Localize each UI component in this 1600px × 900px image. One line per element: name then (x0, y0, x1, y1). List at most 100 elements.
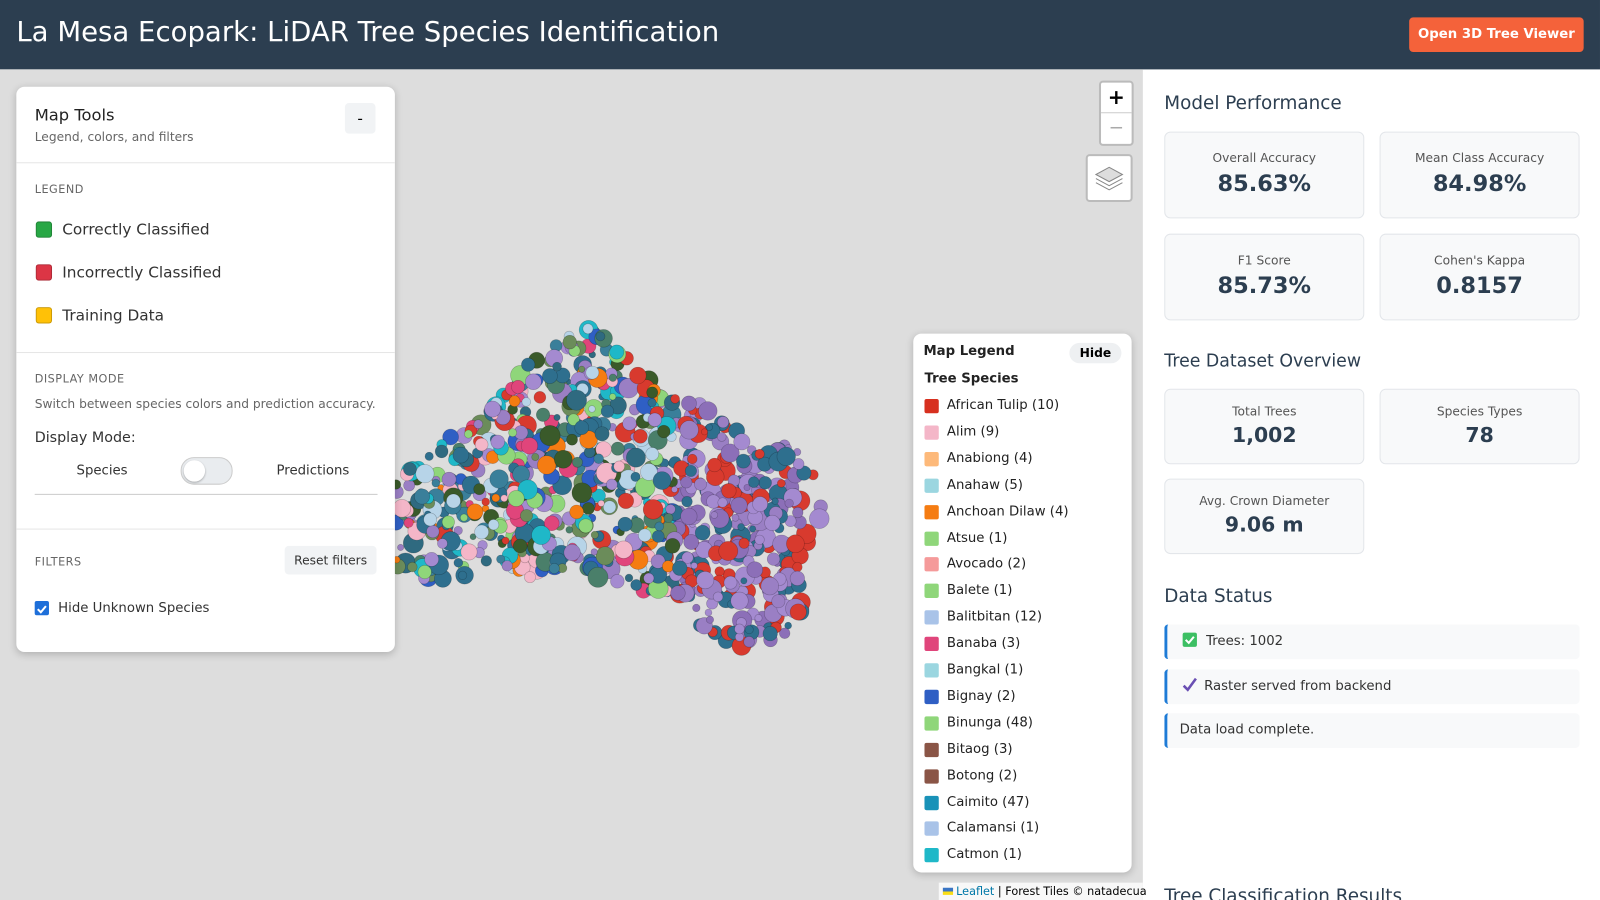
tree-crown[interactable] (760, 576, 779, 596)
tree-crown[interactable] (679, 420, 699, 440)
tree-crown[interactable] (746, 561, 764, 578)
tree-crown[interactable] (749, 525, 757, 533)
tree-crown[interactable] (600, 404, 615, 418)
attribution-link[interactable]: Leaflet (956, 884, 995, 898)
tree-crown[interactable] (474, 437, 489, 452)
tree-crown[interactable] (595, 546, 615, 566)
tree-crown[interactable] (597, 499, 605, 507)
tree-crown[interactable] (508, 428, 518, 438)
tree-crown[interactable] (500, 494, 508, 503)
tree-crown[interactable] (496, 554, 506, 564)
tree-crown[interactable] (716, 432, 727, 442)
tree-crown[interactable] (657, 424, 671, 439)
tree-crown[interactable] (521, 357, 536, 372)
tree-crown[interactable] (525, 373, 542, 390)
tree-crown[interactable] (777, 479, 786, 488)
tree-crown[interactable] (684, 464, 697, 477)
toggle-switch[interactable] (180, 457, 233, 485)
tree-crown[interactable] (743, 484, 751, 492)
tree-crown[interactable] (424, 451, 434, 461)
tree-crown[interactable] (652, 471, 672, 490)
tree-crown[interactable] (566, 433, 578, 446)
tree-crown[interactable] (602, 500, 617, 514)
tree-crown[interactable] (748, 476, 760, 488)
tree-crown[interactable] (466, 503, 484, 520)
tree-crown[interactable] (417, 564, 432, 580)
tree-crown[interactable] (553, 449, 573, 469)
tree-crown[interactable] (588, 405, 596, 413)
tree-crown[interactable] (672, 560, 688, 576)
tree-crown[interactable] (507, 490, 525, 507)
tree-crown[interactable] (536, 407, 551, 422)
tree-crown[interactable] (574, 420, 590, 435)
tree-crown[interactable] (771, 497, 779, 505)
tree-crown[interactable] (567, 413, 580, 426)
tree-crown[interactable] (720, 443, 740, 463)
tree-crown[interactable] (469, 533, 477, 541)
tree-crown[interactable] (626, 447, 646, 468)
tree-crown[interactable] (533, 391, 547, 404)
tree-crown[interactable] (671, 486, 678, 493)
tree-crown[interactable] (701, 428, 708, 436)
zoom-in[interactable]: + (1101, 83, 1132, 114)
tree-crown[interactable] (397, 543, 405, 551)
tree-crown[interactable] (553, 413, 561, 421)
tree-crown[interactable] (579, 430, 598, 449)
tree-crown[interactable] (771, 594, 786, 609)
hide-button[interactable]: Hide (1069, 342, 1122, 364)
tree-crown[interactable] (645, 447, 660, 461)
tree-crown[interactable] (754, 448, 765, 459)
tree-crown[interactable] (784, 498, 794, 508)
tree-crown[interactable] (665, 504, 676, 515)
tree-crown[interactable] (630, 579, 643, 591)
tree-crown[interactable] (704, 608, 713, 617)
tree-crown[interactable] (446, 493, 461, 509)
tree-crown[interactable] (776, 446, 796, 467)
tree-crown[interactable] (647, 398, 657, 408)
tree-crown[interactable] (572, 456, 583, 468)
tree-crown[interactable] (594, 426, 610, 442)
tree-crown[interactable] (617, 492, 634, 509)
tree-crown[interactable] (473, 483, 486, 496)
tree-crown[interactable] (590, 530, 599, 539)
tree-crown[interactable] (565, 526, 574, 534)
tree-crown[interactable] (792, 561, 803, 573)
tree-crown[interactable] (609, 393, 617, 401)
tree-crown[interactable] (437, 538, 448, 549)
tree-crown[interactable] (642, 499, 664, 520)
tree-crown[interactable] (548, 562, 560, 574)
tree-crown[interactable] (705, 423, 713, 431)
tree-crown[interactable] (501, 560, 513, 572)
collapse-button[interactable]: - (344, 103, 376, 134)
tree-crown[interactable] (566, 389, 587, 411)
tree-crown[interactable] (651, 530, 665, 543)
tree-crown[interactable] (473, 419, 484, 429)
tree-crown[interactable] (629, 366, 647, 385)
tree-crown[interactable] (610, 574, 625, 589)
tree-crown[interactable] (453, 557, 464, 568)
tree-crown[interactable] (663, 513, 674, 523)
tree-crown[interactable] (647, 412, 662, 427)
tree-crown[interactable] (578, 365, 586, 373)
tree-crown[interactable] (707, 457, 722, 473)
tree-crown[interactable] (784, 621, 792, 630)
tree-crown[interactable] (670, 585, 686, 601)
tree-crown[interactable] (593, 453, 604, 464)
tree-crown[interactable] (622, 416, 637, 431)
tree-crown[interactable] (634, 477, 656, 498)
tree-crown[interactable] (696, 571, 715, 590)
tree-crown[interactable] (578, 518, 594, 534)
tree-crown[interactable] (643, 572, 655, 584)
tree-crown[interactable] (662, 560, 675, 573)
tree-crown[interactable] (640, 463, 658, 481)
tree-crown[interactable] (582, 502, 595, 515)
tree-crown[interactable] (664, 538, 681, 554)
tree-crown[interactable] (809, 508, 830, 529)
tree-crown[interactable] (717, 416, 730, 429)
tree-crown[interactable] (487, 519, 500, 531)
tree-crown[interactable] (474, 524, 489, 540)
tree-crown[interactable] (752, 496, 768, 512)
tree-crown[interactable] (681, 395, 697, 412)
tree-crown[interactable] (415, 464, 435, 484)
tree-crown[interactable] (683, 534, 700, 550)
